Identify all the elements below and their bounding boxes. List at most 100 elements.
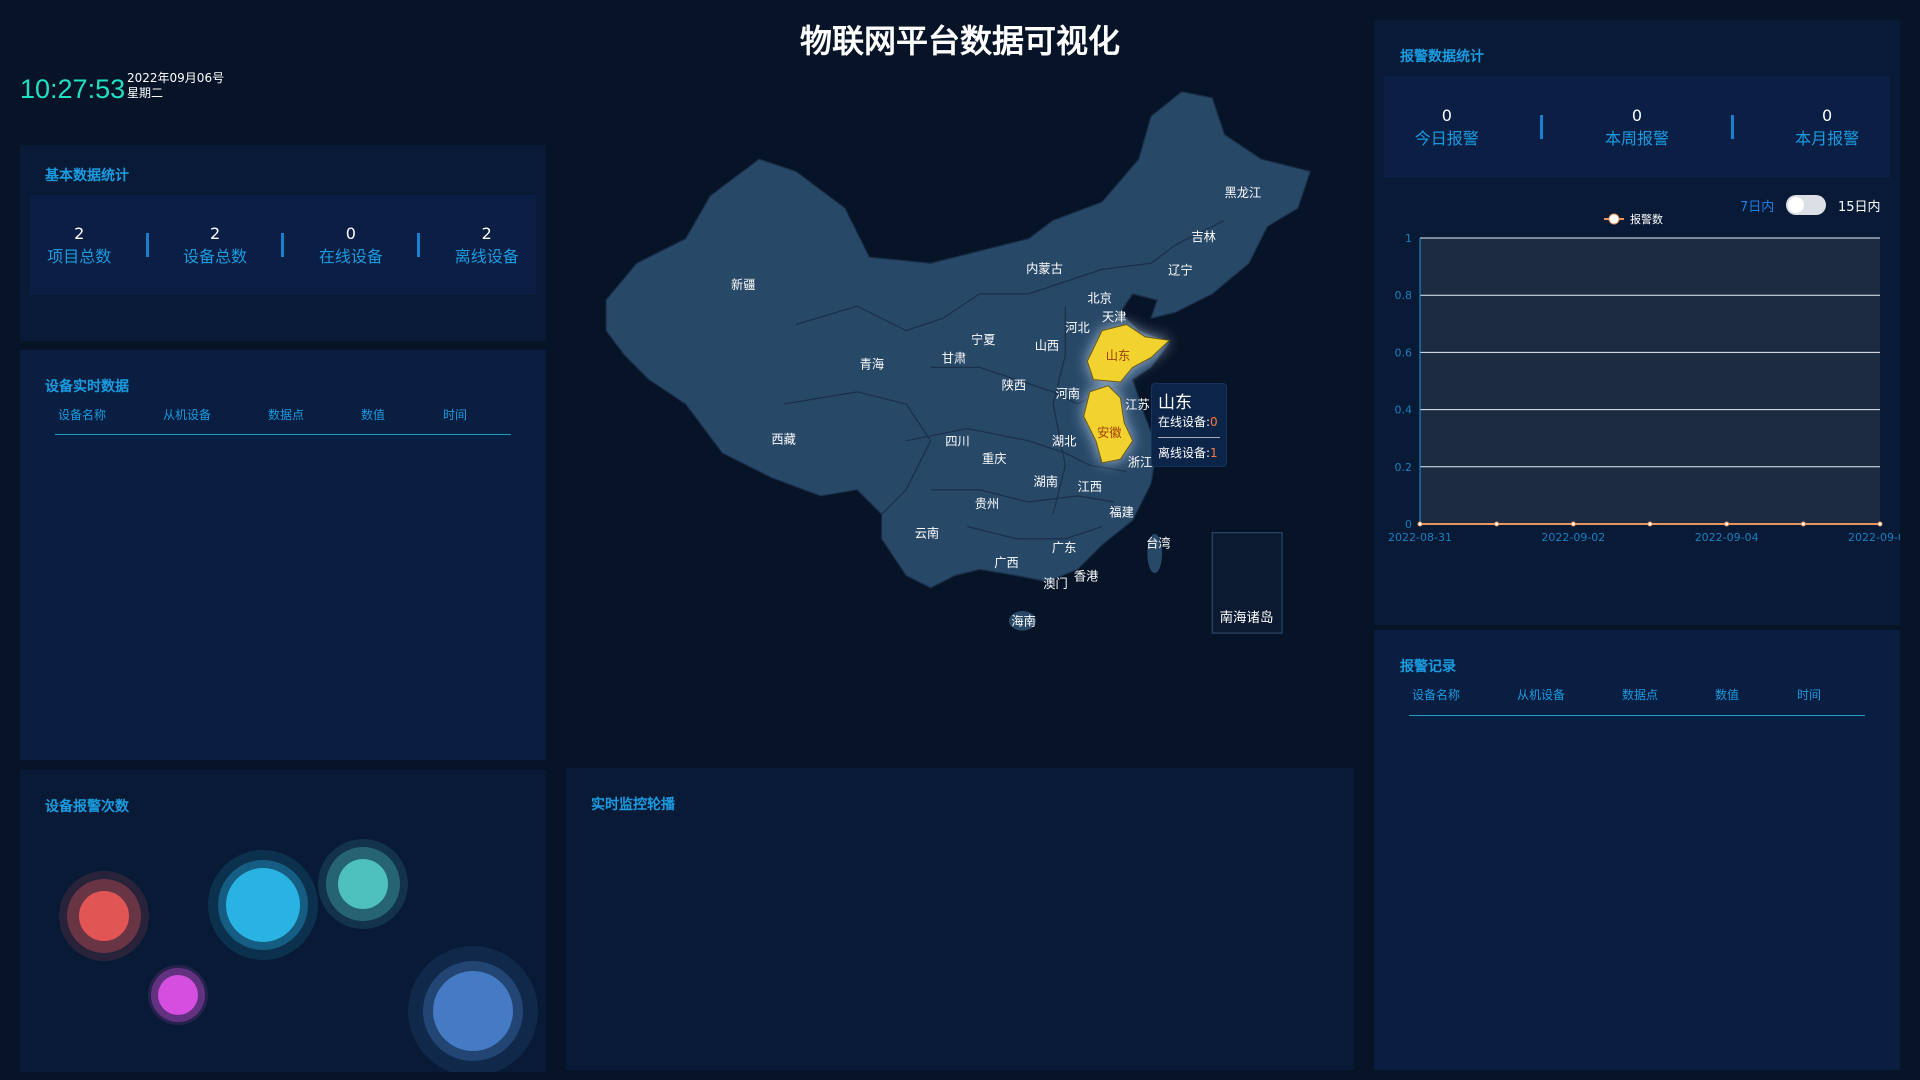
panel-title: 设备实时数据	[45, 379, 129, 395]
south-sea-inset	[1211, 532, 1283, 634]
data-point[interactable]	[1877, 521, 1883, 527]
y-tick-label: 0	[1405, 518, 1412, 531]
stat-label: 本周报警	[1604, 128, 1669, 148]
china-outline[interactable]	[605, 91, 1311, 589]
stat-offline: 2 离线设备	[455, 224, 519, 267]
province-label: 河南	[1056, 386, 1080, 401]
alarm-line-chart: 0 0.2 0.4 0.6 0.8 1 2022-08-31 2022-09-02 2022-0…	[1388, 212, 1900, 544]
column-header: 从机设备	[163, 408, 212, 422]
plot-area	[1420, 238, 1880, 524]
province-label: 辽宁	[1168, 262, 1192, 277]
province-label: 黑龙江	[1224, 186, 1261, 200]
divider	[1730, 115, 1734, 139]
panel-title: 基本数据统计	[45, 168, 129, 184]
page-title: 物联网平台数据可视化	[799, 22, 1120, 60]
panel-title: 实时监控轮播	[591, 797, 675, 813]
inset-label: 南海诸岛	[1220, 610, 1274, 626]
y-tick-label: 1	[1405, 232, 1412, 245]
province-label: 天津	[1102, 310, 1126, 324]
column-header: 时间	[1797, 688, 1822, 702]
y-tick-label: 0.8	[1395, 289, 1413, 302]
taiwan-shape[interactable]	[1147, 533, 1163, 574]
range-toggle[interactable]	[1786, 195, 1826, 215]
bubble[interactable]	[226, 868, 300, 942]
stat-value: 2	[209, 223, 221, 243]
tooltip-value: 0	[1210, 415, 1218, 429]
stat-value: 2	[481, 223, 492, 243]
data-point[interactable]	[1417, 521, 1423, 527]
province-label: 安徽	[1097, 425, 1121, 440]
column-header: 数据点	[1622, 688, 1659, 702]
province-label: 甘肃	[942, 351, 966, 365]
header-divider	[55, 434, 511, 435]
bubble[interactable]	[158, 975, 198, 1015]
province-label: 重庆	[982, 452, 1006, 466]
map-tooltip: 山东 在线设备:0 离线设备:1	[1151, 383, 1227, 467]
stat-label: 离线设备	[454, 246, 519, 266]
basic-stats-box: 2 项目总数 2 设备总数 0 在线设备 2 离线设备	[30, 195, 536, 295]
panel-title: 报警数据统计	[1400, 49, 1484, 65]
x-tick-label: 2022-08-31	[1388, 531, 1452, 544]
province-label: 福建	[1109, 505, 1133, 520]
province-label: 河北	[1065, 321, 1089, 335]
tooltip-label: 离线设备:	[1158, 446, 1211, 460]
stat-device-total: 2 设备总数	[183, 224, 247, 267]
y-tick-label: 0.2	[1395, 461, 1413, 474]
toggle-label-15-days[interactable]: 15日内	[1838, 200, 1881, 215]
panel-title: 设备报警次数	[45, 799, 129, 815]
stat-value: 0	[1822, 105, 1833, 125]
tooltip-online: 在线设备:0	[1158, 413, 1220, 431]
province-label: 广东	[1052, 541, 1076, 555]
tooltip-label: 在线设备:	[1158, 415, 1211, 429]
province-label: 吉林	[1191, 230, 1215, 244]
bubble[interactable]	[79, 891, 129, 941]
divider	[417, 233, 421, 257]
alarm-records-panel: 报警记录 设备名称 从机设备 数据点 数值 时间	[1374, 630, 1900, 1070]
x-tick-label: 2022-09-02	[1541, 531, 1605, 544]
province-label: 新疆	[731, 277, 755, 292]
province-label: 江西	[1078, 480, 1102, 494]
alarm-stats-box: 0 今日报警 0 本周报警 0 本月报警	[1384, 76, 1890, 178]
province-label: 香港	[1074, 569, 1098, 583]
column-header: 数值	[1715, 688, 1740, 702]
data-point[interactable]	[1647, 521, 1653, 527]
toggle-label-7-days[interactable]: 7日内	[1740, 200, 1775, 215]
stat-label: 今日报警	[1414, 128, 1479, 148]
bubble[interactable]	[338, 859, 388, 909]
divider	[281, 233, 285, 257]
province-label: 云南	[915, 526, 939, 541]
legend-label[interactable]: 报警数	[1630, 212, 1663, 226]
tooltip-value: 1	[1210, 446, 1218, 460]
stat-value: 0	[1631, 105, 1643, 125]
province-shandong[interactable]	[1086, 323, 1171, 383]
column-header: 数值	[361, 408, 386, 422]
column-header: 设备名称	[1412, 688, 1461, 702]
province-label: 四川	[945, 435, 969, 449]
province-label: 湖南	[1033, 474, 1057, 489]
hainan-shape[interactable]	[1008, 611, 1036, 631]
stat-value: 0	[1441, 105, 1452, 125]
stat-value: 2	[74, 223, 85, 243]
province-borders	[783, 219, 1225, 540]
divider	[1540, 115, 1544, 139]
province-label: 广西	[994, 556, 1018, 570]
stat-online: 0 在线设备	[319, 224, 383, 267]
data-point[interactable]	[1570, 521, 1576, 527]
column-header: 设备名称	[58, 408, 107, 422]
province-label: 澳门	[1043, 576, 1067, 591]
stat-label: 设备总数	[183, 246, 248, 266]
divider	[145, 233, 149, 257]
y-tick-label: 0.4	[1395, 404, 1413, 417]
province-anhui[interactable]	[1083, 385, 1134, 464]
realtime-data-panel: 设备实时数据 设备名称 从机设备 数据点 数值 时间	[20, 350, 546, 760]
province-label: 内蒙古	[1026, 261, 1063, 276]
bubble[interactable]	[433, 971, 513, 1051]
data-point[interactable]	[1800, 521, 1806, 527]
stat-week-alarm: 0 本周报警	[1605, 106, 1669, 149]
bubble-chart	[59, 839, 538, 1072]
province-label: 西藏	[771, 432, 795, 446]
basic-stats-panel: 基本数据统计 2 项目总数 2 设备总数 0 在线设备 2 离线设备	[20, 145, 546, 341]
data-point[interactable]	[1494, 521, 1500, 527]
data-point[interactable]	[1724, 521, 1730, 527]
